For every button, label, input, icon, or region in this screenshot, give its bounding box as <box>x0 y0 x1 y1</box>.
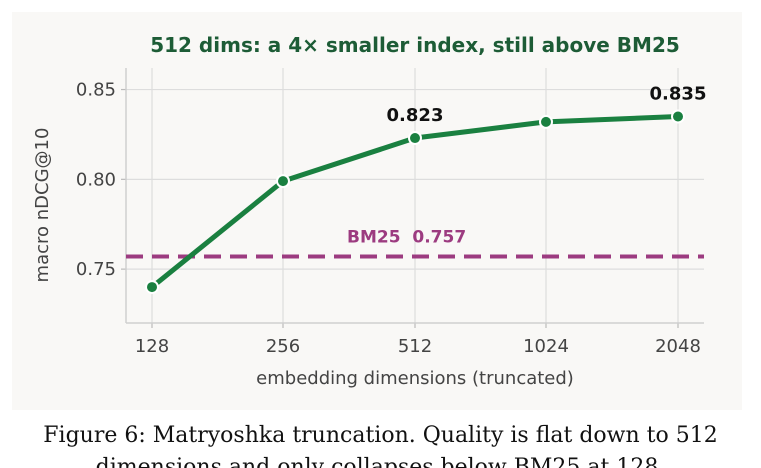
reference-line-group: BM25 0.757 <box>126 228 704 259</box>
x-tick-label: 1024 <box>523 336 569 357</box>
data-point <box>145 280 159 295</box>
y-axis-label: macro nDCG@10 <box>32 128 53 283</box>
x-tick-label: 2048 <box>655 336 701 357</box>
data-label: 0.823 <box>387 105 444 126</box>
x-axis-label: embedding dimensions (truncated) <box>256 368 574 389</box>
x-tick-label: 512 <box>398 336 432 357</box>
axes <box>121 68 704 328</box>
data-point <box>671 109 685 124</box>
data-point <box>276 174 290 189</box>
line-chart: BM25 0.757 512 dims: a 4× smaller index,… <box>32 33 706 389</box>
chart-text: 512 dims: a 4× smaller index, still abov… <box>32 33 706 389</box>
grid-lines <box>126 68 704 323</box>
data-point <box>539 114 553 129</box>
x-tick-label: 256 <box>266 336 300 357</box>
y-tick-label: 0.75 <box>76 259 116 280</box>
chart-panel: BM25 0.757 512 dims: a 4× smaller index,… <box>12 12 742 410</box>
x-tick-label: 128 <box>135 336 169 357</box>
chart-title: 512 dims: a 4× smaller index, still abov… <box>150 33 680 57</box>
data-label: 0.835 <box>650 83 707 104</box>
bm25-reference-label: BM25 0.757 <box>347 228 466 248</box>
y-tick-label: 0.85 <box>76 80 116 101</box>
caption-line-1: Figure 6: Matryoshka truncation. Quality… <box>43 423 718 448</box>
series-group <box>145 109 685 295</box>
caption-line-2: dimensions and only collapses below BM25… <box>95 455 666 468</box>
figure-caption: Figure 6: Matryoshka truncation. Quality… <box>0 420 761 468</box>
data-point <box>408 131 422 146</box>
y-tick-label: 0.80 <box>76 169 116 190</box>
